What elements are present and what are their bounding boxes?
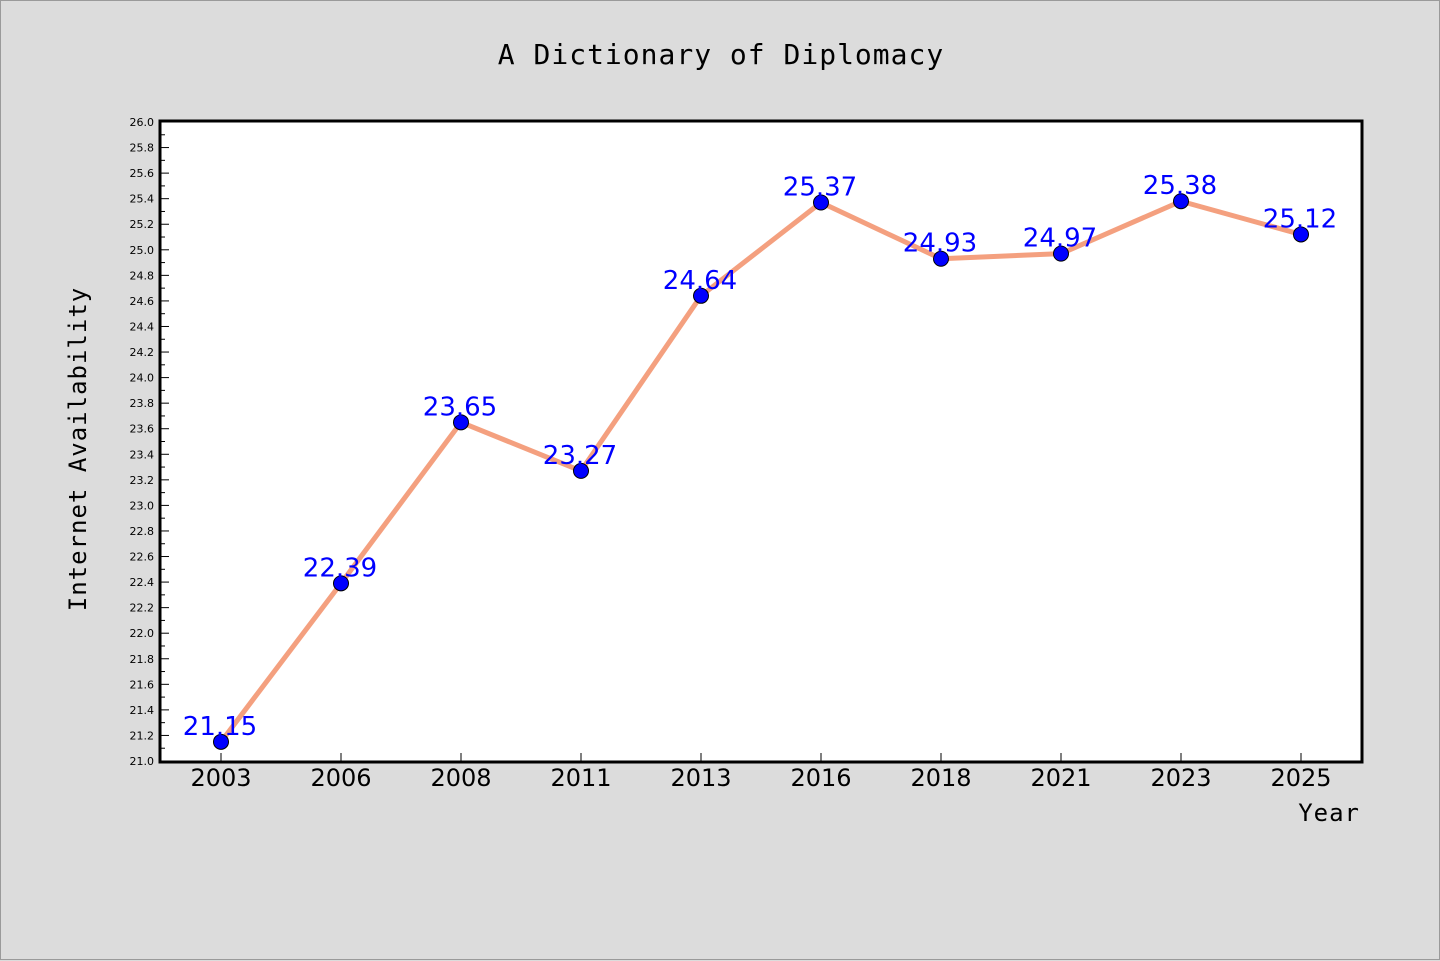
y-axis: 21.0 21.2 21.4 21.6 21.8 22.0 22.2 22.4 22.6 22.8… xyxy=(130,116,169,768)
y-tick-label: 25.2 xyxy=(130,218,155,231)
x-tick-label: 2003 xyxy=(190,764,251,792)
data-point-marker xyxy=(573,462,589,479)
x-tick-label: 2013 xyxy=(670,764,731,792)
y-tick-label: 25.0 xyxy=(130,244,155,257)
x-tick-label: 2021 xyxy=(1030,764,1091,792)
series-layer xyxy=(218,198,1304,745)
y-tick-label: 23.8 xyxy=(130,397,155,410)
data-point-marker xyxy=(693,287,709,304)
x-tick-label: 2008 xyxy=(430,764,491,792)
y-tick-label: 25.4 xyxy=(130,193,155,206)
plot-area xyxy=(158,119,1364,764)
data-point-marker xyxy=(453,414,469,431)
data-point-marker xyxy=(933,250,949,267)
y-tick-label: 23.0 xyxy=(130,499,155,512)
series-line xyxy=(218,198,1304,745)
x-tick-label: 2006 xyxy=(310,764,371,792)
x-tick-label: 2023 xyxy=(1150,764,1211,792)
chart-title: A Dictionary of Diplomacy xyxy=(498,38,944,71)
data-point-label: 24.97 xyxy=(1023,224,1097,254)
y-tick-label: 21.2 xyxy=(130,729,155,742)
y-tick-label: 24.0 xyxy=(130,372,155,385)
y-tick-label: 21.6 xyxy=(130,678,155,691)
data-point-label: 23.27 xyxy=(543,441,617,471)
marker-layer xyxy=(213,193,1309,750)
y-axis-title: Internet Availability xyxy=(64,287,92,611)
y-tick-label: 22.2 xyxy=(130,602,155,615)
data-point-label: 24.93 xyxy=(903,229,977,259)
y-tick-label: 24.2 xyxy=(130,346,155,359)
y-tick-label: 22.0 xyxy=(130,627,155,640)
x-axis-title: Year xyxy=(1298,799,1360,827)
y-tick-label: 21.4 xyxy=(130,704,155,717)
y-tick-label: 22.4 xyxy=(130,576,155,589)
x-axis: 2003 2006 2008 2011 2013 2016 2018 2021 2023 2025 xyxy=(190,753,1332,792)
data-point-marker xyxy=(213,733,229,750)
y-tick-label: 23.4 xyxy=(130,448,155,461)
data-label-layer: 21.15 22.39 23.65 23.27 24.64 25.37 24.93 24.97… xyxy=(183,171,1337,742)
x-tick-label: 2016 xyxy=(790,764,851,792)
y-tick-label: 23.2 xyxy=(130,474,155,487)
x-tick-label: 2025 xyxy=(1270,764,1331,792)
y-tick-label: 26.0 xyxy=(130,116,155,129)
y-tick-label: 21.8 xyxy=(130,653,155,666)
data-point-label: 24.64 xyxy=(663,266,737,296)
data-point-marker xyxy=(1293,226,1309,243)
x-tick-label: 2018 xyxy=(910,764,971,792)
x-tick-label: 2011 xyxy=(550,764,611,792)
y-tick-label: 22.6 xyxy=(130,551,155,564)
y-tick-label: 23.6 xyxy=(130,423,155,436)
y-tick-label: 24.4 xyxy=(130,320,155,333)
data-point-marker xyxy=(813,194,829,211)
data-point-label: 21.15 xyxy=(183,712,257,742)
y-tick-label: 24.8 xyxy=(130,269,155,282)
data-point-label: 23.65 xyxy=(423,392,497,422)
y-tick-label: 24.6 xyxy=(130,295,155,308)
data-point-marker xyxy=(333,575,349,592)
data-point-label: 25.38 xyxy=(1143,171,1217,201)
y-tick-label: 21.0 xyxy=(130,755,155,768)
data-point-marker xyxy=(1053,245,1069,262)
data-point-marker xyxy=(1173,193,1189,210)
data-point-label: 25.37 xyxy=(783,173,857,203)
y-tick-label: 25.8 xyxy=(130,142,155,155)
data-point-label: 25.12 xyxy=(1263,204,1337,234)
y-tick-label: 25.6 xyxy=(130,167,155,180)
data-point-label: 22.39 xyxy=(303,553,377,583)
y-tick-label: 22.8 xyxy=(130,525,155,538)
